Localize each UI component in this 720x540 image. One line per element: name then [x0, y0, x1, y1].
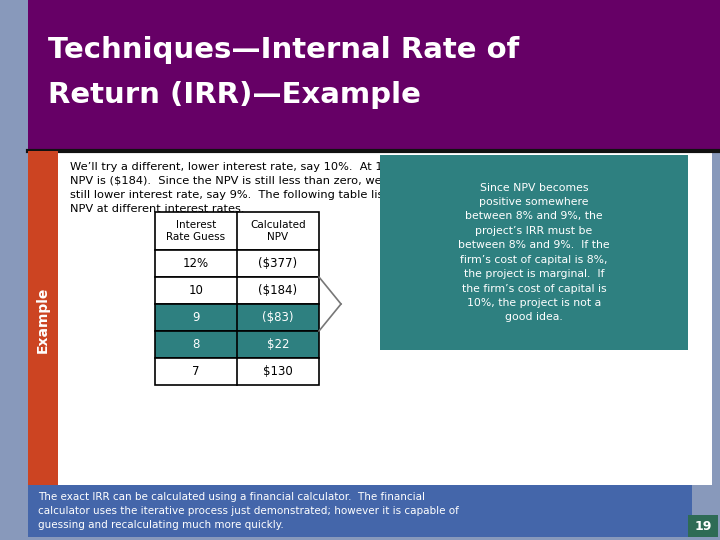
- Text: 19: 19: [694, 519, 711, 532]
- Bar: [155, 277, 319, 304]
- Text: We’ll try a different, lower interest rate, say 10%.  At 10%, the project’s
NPV : We’ll try a different, lower interest ra…: [70, 162, 480, 214]
- Bar: [28, 485, 692, 537]
- Text: 10: 10: [189, 284, 204, 297]
- Bar: [28, 151, 58, 485]
- Text: ($83): ($83): [262, 311, 294, 324]
- Text: 12%: 12%: [183, 257, 209, 270]
- Text: Techniques—Internal Rate of: Techniques—Internal Rate of: [48, 36, 519, 64]
- Text: $130: $130: [263, 365, 293, 378]
- Bar: [380, 155, 688, 350]
- Bar: [155, 212, 319, 250]
- Bar: [688, 515, 718, 537]
- Text: ($377): ($377): [258, 257, 297, 270]
- Text: $22: $22: [266, 338, 289, 351]
- Bar: [155, 331, 319, 358]
- Bar: [28, 0, 720, 150]
- Text: Since NPV becomes
positive somewhere
between 8% and 9%, the
project’s IRR must b: Since NPV becomes positive somewhere bet…: [458, 183, 610, 322]
- Text: Return (IRR)—Example: Return (IRR)—Example: [48, 81, 421, 109]
- Bar: [155, 250, 319, 277]
- Bar: [58, 151, 712, 485]
- Text: Calculated
NPV: Calculated NPV: [250, 220, 306, 242]
- Text: 7: 7: [192, 365, 199, 378]
- Text: 8: 8: [192, 338, 199, 351]
- Text: Interest
Rate Guess: Interest Rate Guess: [166, 220, 225, 242]
- Bar: [155, 304, 319, 331]
- Text: ($184): ($184): [258, 284, 297, 297]
- Text: Example: Example: [36, 287, 50, 353]
- Bar: [155, 358, 319, 385]
- Text: The exact IRR can be calculated using a financial calculator.  The financial
cal: The exact IRR can be calculated using a …: [38, 492, 459, 530]
- Text: 9: 9: [192, 311, 199, 324]
